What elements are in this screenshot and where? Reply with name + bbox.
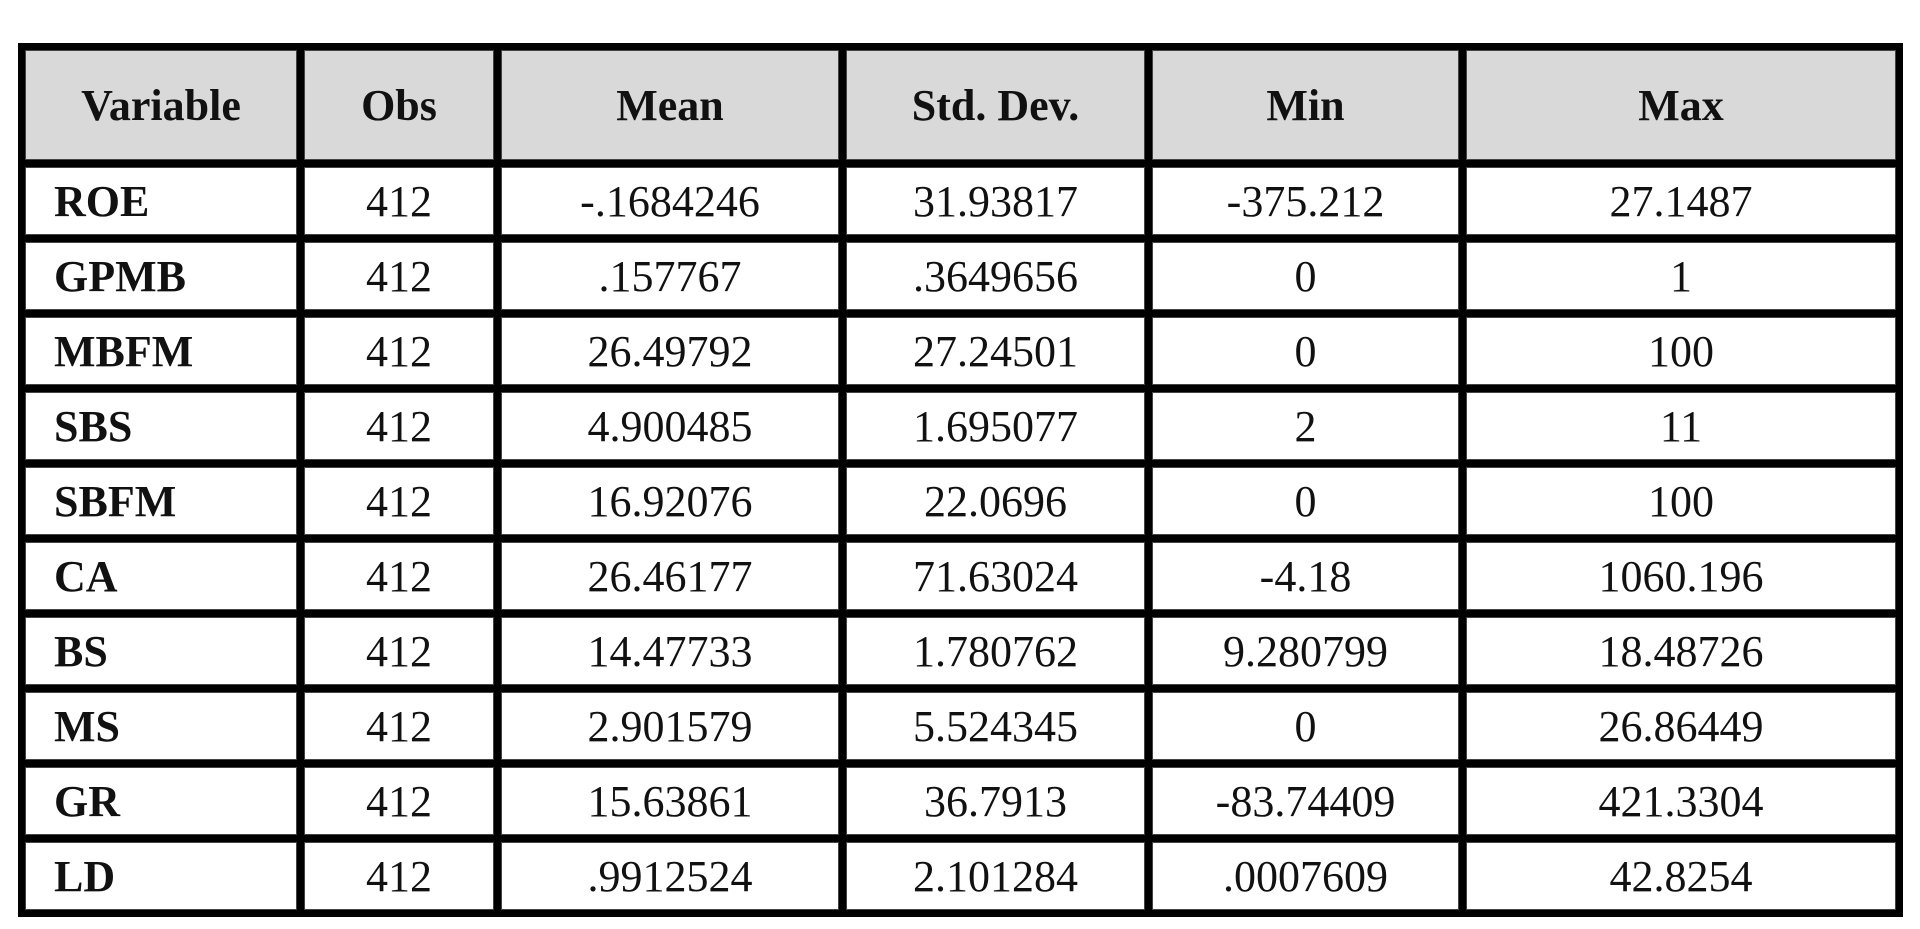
value-cell: .157767 xyxy=(501,242,839,310)
value-cell: 0 xyxy=(1152,467,1459,535)
value-cell: 412 xyxy=(304,467,494,535)
data-row: GR 412 15.63861 36.7913 -83.74409 421.3304 xyxy=(25,767,1896,835)
value-cell: 412 xyxy=(304,317,494,385)
value-cell: 15.63861 xyxy=(501,767,839,835)
header-row: Variable Obs Mean Std. Dev. Min Max xyxy=(25,50,1896,160)
data-row: MBFM 412 26.49792 27.24501 0 100 xyxy=(25,317,1896,385)
data-row: CA 412 26.46177 71.63024 -4.18 1060.196 xyxy=(25,542,1896,610)
variable-cell: SBFM xyxy=(25,467,297,535)
variable-cell: MBFM xyxy=(25,317,297,385)
value-cell: 412 xyxy=(304,617,494,685)
value-cell: 412 xyxy=(304,767,494,835)
value-cell: 71.63024 xyxy=(846,542,1145,610)
value-cell: 26.46177 xyxy=(501,542,839,610)
variable-cell: ROE xyxy=(25,167,297,235)
variable-cell: BS xyxy=(25,617,297,685)
header-cell: Max xyxy=(1466,50,1896,160)
variable-cell: GR xyxy=(25,767,297,835)
stats-table: Variable Obs Mean Std. Dev. Min Max ROE 412 -.1… xyxy=(18,43,1903,917)
value-cell: 31.93817 xyxy=(846,167,1145,235)
variable-cell: CA xyxy=(25,542,297,610)
variable-cell: MS xyxy=(25,692,297,760)
value-cell: 0 xyxy=(1152,242,1459,310)
value-cell: 412 xyxy=(304,242,494,310)
value-cell: 1.695077 xyxy=(846,392,1145,460)
value-cell: 16.92076 xyxy=(501,467,839,535)
value-cell: 0 xyxy=(1152,692,1459,760)
value-cell: -4.18 xyxy=(1152,542,1459,610)
value-cell: 412 xyxy=(304,842,494,910)
value-cell: 100 xyxy=(1466,467,1896,535)
value-cell: 412 xyxy=(304,692,494,760)
header-cell: Mean xyxy=(501,50,839,160)
value-cell: 18.48726 xyxy=(1466,617,1896,685)
value-cell: 9.280799 xyxy=(1152,617,1459,685)
data-row: SBFM 412 16.92076 22.0696 0 100 xyxy=(25,467,1896,535)
value-cell: 22.0696 xyxy=(846,467,1145,535)
variable-cell: LD xyxy=(25,842,297,910)
value-cell: 14.47733 xyxy=(501,617,839,685)
table-container: Variable Obs Mean Std. Dev. Min Max ROE 412 -.1… xyxy=(18,43,1903,917)
value-cell: 27.1487 xyxy=(1466,167,1896,235)
value-cell: 26.86449 xyxy=(1466,692,1896,760)
value-cell: 42.8254 xyxy=(1466,842,1896,910)
value-cell: 1.780762 xyxy=(846,617,1145,685)
value-cell: 412 xyxy=(304,167,494,235)
value-cell: 5.524345 xyxy=(846,692,1145,760)
value-cell: -83.74409 xyxy=(1152,767,1459,835)
value-cell: 1060.196 xyxy=(1466,542,1896,610)
value-cell: 412 xyxy=(304,542,494,610)
value-cell: 26.49792 xyxy=(501,317,839,385)
data-row: GPMB 412.157767.3649656 0 1 xyxy=(25,242,1896,310)
value-cell: 100 xyxy=(1466,317,1896,385)
data-row: ROE 412 -.1684246 31.93817 -375.212 27.1487 xyxy=(25,167,1896,235)
value-cell: 36.7913 xyxy=(846,767,1145,835)
value-cell: .9912524 xyxy=(501,842,839,910)
value-cell: 2.101284 xyxy=(846,842,1145,910)
header-cell: Min xyxy=(1152,50,1459,160)
value-cell: -.1684246 xyxy=(501,167,839,235)
variable-cell: SBS xyxy=(25,392,297,460)
value-cell: 421.3304 xyxy=(1466,767,1896,835)
data-row: SBS 412 4.900485 1.695077 2 11 xyxy=(25,392,1896,460)
data-row: LD 412.9912524 2.101284.0007609 42.8254 xyxy=(25,842,1896,910)
value-cell: 11 xyxy=(1466,392,1896,460)
data-row: BS 412 14.47733 1.780762 9.280799 18.48726 xyxy=(25,617,1896,685)
value-cell: 27.24501 xyxy=(846,317,1145,385)
value-cell: 0 xyxy=(1152,317,1459,385)
value-cell: 1 xyxy=(1466,242,1896,310)
header-cell: Obs xyxy=(304,50,494,160)
value-cell: 2.901579 xyxy=(501,692,839,760)
value-cell: 2 xyxy=(1152,392,1459,460)
value-cell: .3649656 xyxy=(846,242,1145,310)
value-cell: 4.900485 xyxy=(501,392,839,460)
value-cell: -375.212 xyxy=(1152,167,1459,235)
header-cell: Variable xyxy=(25,50,297,160)
value-cell: .0007609 xyxy=(1152,842,1459,910)
variable-cell: GPMB xyxy=(25,242,297,310)
value-cell: 412 xyxy=(304,392,494,460)
header-cell: Std. Dev. xyxy=(846,50,1145,160)
data-row: MS 412 2.901579 5.524345 0 26.86449 xyxy=(25,692,1896,760)
